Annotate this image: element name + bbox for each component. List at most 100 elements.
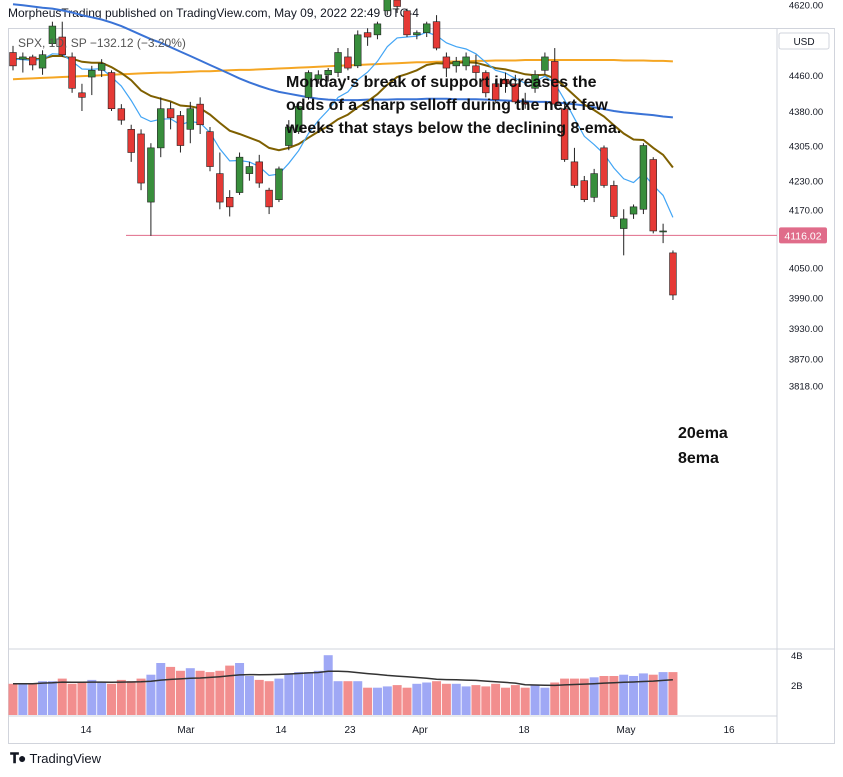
time-tick-label: May	[617, 725, 636, 736]
volume-bar	[175, 670, 185, 715]
candle	[580, 175, 589, 203]
brand-name: TradingView	[29, 751, 102, 766]
volume-bar	[264, 681, 274, 715]
volume-bar	[107, 683, 116, 715]
volume-bar	[432, 681, 442, 715]
volume-bar	[638, 673, 648, 715]
volume-bar	[304, 672, 313, 715]
volume-bar	[589, 677, 599, 715]
candle	[659, 223, 667, 244]
candle	[560, 104, 569, 162]
volume-bar	[126, 681, 136, 715]
volume-bar	[195, 670, 205, 715]
candle	[206, 127, 214, 172]
candle	[403, 8, 411, 38]
candle	[314, 70, 323, 84]
candle	[521, 92, 529, 109]
candle	[491, 79, 500, 102]
volume-bar	[8, 683, 18, 715]
published-header: MorpheusTrading published on TradingView…	[8, 6, 419, 20]
volume-bar	[274, 678, 284, 715]
candle	[610, 180, 618, 219]
candle	[28, 54, 37, 71]
volume-bar	[38, 681, 48, 715]
candle	[48, 21, 57, 46]
annotation-line-2: odds of a sharp selloff during the next …	[286, 97, 608, 114]
candle	[334, 48, 342, 78]
volume-bar	[648, 674, 658, 715]
volume-bar	[28, 683, 38, 715]
volume-bar	[185, 668, 195, 715]
candle	[383, 0, 391, 16]
candle	[285, 120, 293, 151]
candle	[255, 154, 263, 188]
volume-bar	[18, 683, 28, 715]
candle	[38, 50, 47, 75]
volume-bar	[67, 683, 77, 715]
candle	[422, 21, 431, 38]
candle	[107, 70, 116, 111]
candle	[245, 161, 254, 181]
volume-bar	[560, 678, 570, 715]
candle	[265, 187, 273, 215]
candle	[78, 83, 86, 111]
candle	[324, 68, 332, 82]
time-tick-label: 23	[344, 725, 356, 736]
candle	[275, 166, 283, 203]
candle	[629, 204, 638, 219]
candle	[432, 15, 441, 51]
candle	[157, 97, 165, 158]
time-tick-label: 16	[723, 725, 735, 736]
volume-tick-label: 2B	[791, 681, 803, 692]
currency-label[interactable]: USD	[793, 37, 814, 48]
candle	[531, 70, 539, 93]
volume-bar	[609, 676, 619, 715]
volume-bar	[353, 681, 363, 715]
volume-bar	[57, 678, 67, 715]
volume-bar	[501, 687, 510, 715]
time-tick-label: Mar	[177, 725, 195, 736]
price-tick-label: 4380.00	[789, 107, 823, 118]
volume-bar	[579, 678, 589, 715]
volume-bar	[87, 679, 97, 715]
volume-bar	[412, 683, 422, 715]
volume-bar	[530, 685, 540, 715]
volume-bar	[629, 676, 639, 715]
ema20-line	[12, 55, 674, 169]
volume-bar	[156, 663, 166, 715]
volume-bar	[510, 685, 520, 715]
volume-bar	[116, 679, 126, 715]
brand[interactable]: 𝐓● TradingView	[10, 750, 101, 767]
volume-bar	[461, 686, 471, 715]
volume-bar	[392, 685, 402, 715]
volume-bar	[550, 682, 560, 715]
candle	[97, 59, 106, 78]
time-tick-label: 18	[518, 725, 530, 736]
volume-bar	[481, 686, 491, 715]
candle	[9, 45, 17, 71]
volume-bar	[225, 665, 235, 715]
price-tick-label: 4460.00	[789, 71, 823, 82]
volume-bar	[47, 681, 57, 715]
candle	[88, 65, 96, 96]
volume-bar	[540, 687, 550, 715]
volume-bar	[205, 672, 215, 715]
candle	[501, 72, 510, 93]
ema8-line	[12, 31, 674, 218]
volume-bar	[382, 686, 392, 715]
candle	[235, 152, 244, 195]
annotation-line-1: Monday's break of support increases the	[286, 74, 597, 91]
candle	[226, 190, 234, 217]
candle	[117, 104, 126, 125]
ma50-line	[12, 3, 673, 119]
price-tick-label: 4305.00	[789, 142, 823, 153]
volume-bar	[215, 670, 225, 715]
price-tick-label: 3870.00	[789, 355, 823, 366]
candle	[354, 30, 362, 69]
volume-bar	[599, 676, 609, 715]
candle	[452, 56, 460, 73]
volume-bar	[136, 678, 146, 715]
volume-bar	[658, 672, 668, 715]
volume-bar	[254, 679, 264, 715]
